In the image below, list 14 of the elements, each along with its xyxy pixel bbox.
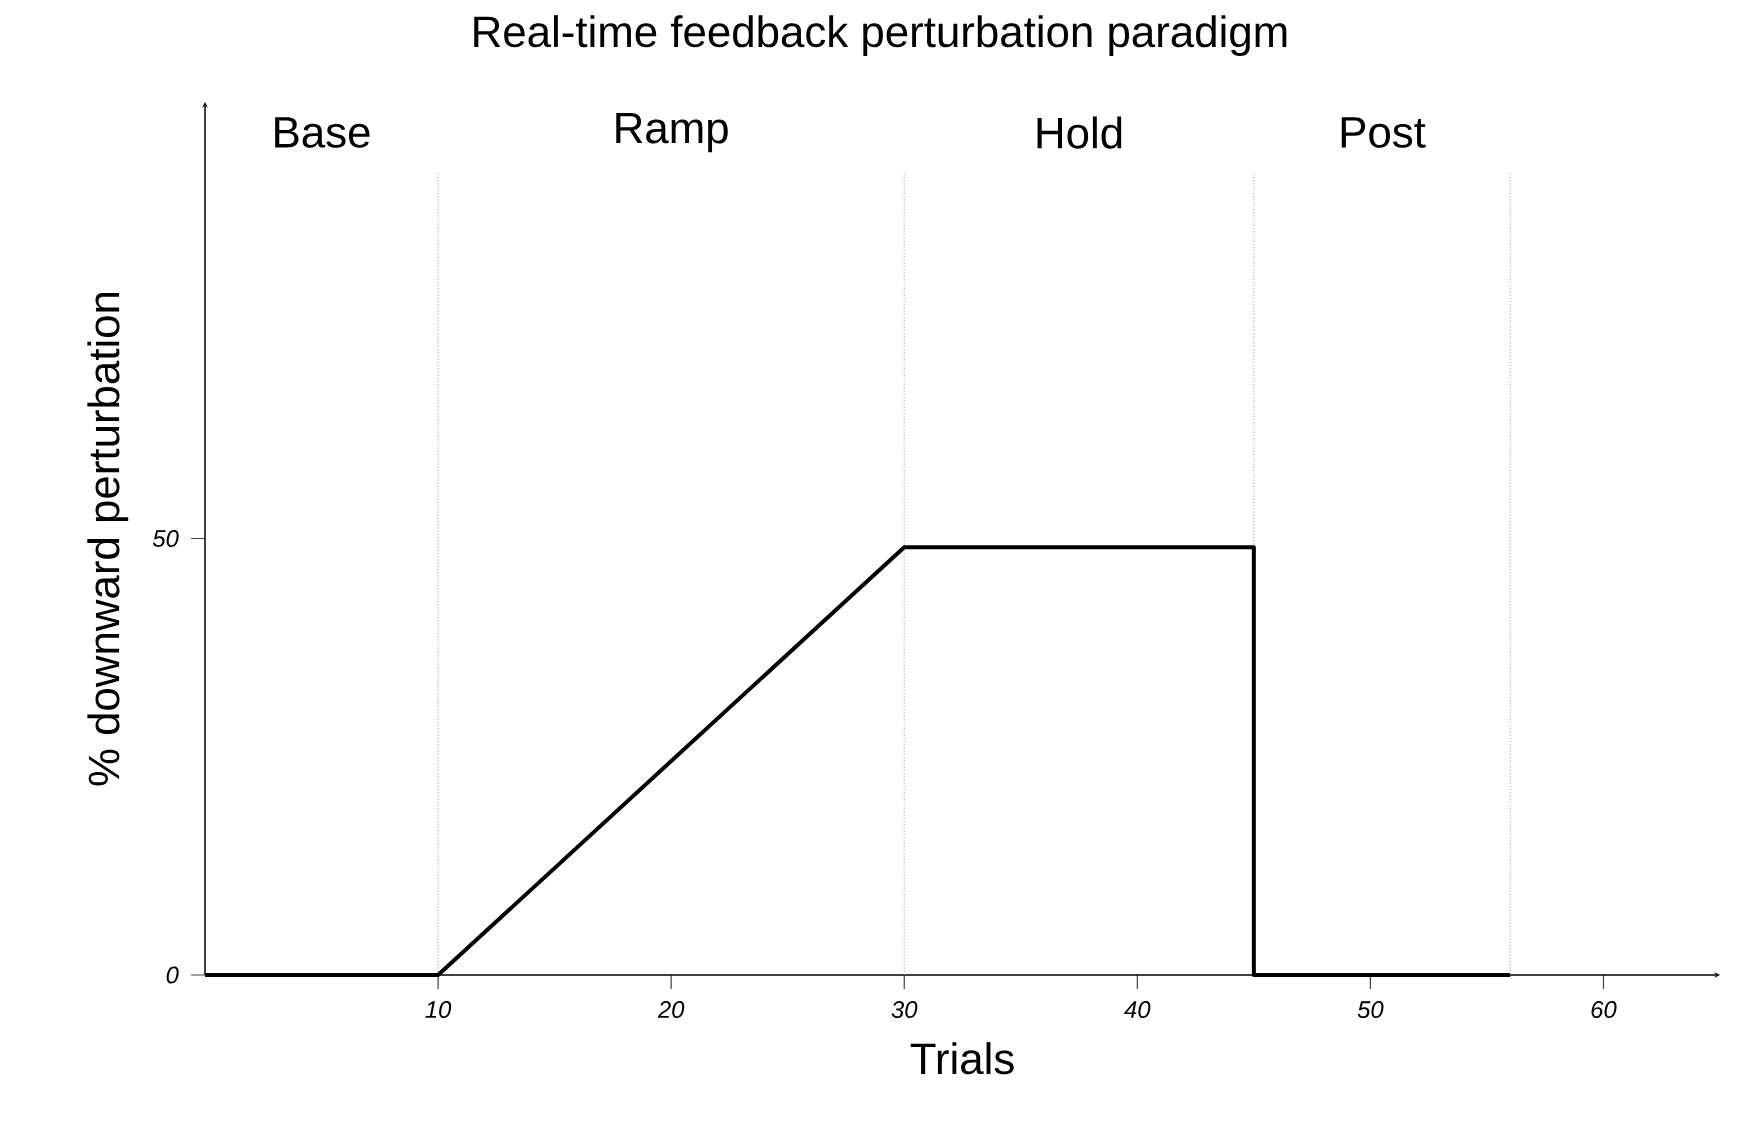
y-tick-label: 0 [166,966,179,984]
y-axis-title: % downward perturbation [87,292,129,786]
annotation: Post [1341,117,1426,148]
annotation: Hold [1037,116,1122,149]
x-tick-label: 40 [1124,1001,1151,1019]
x-tick-label: 20 [657,1001,685,1019]
x-tick-label: 50 [1357,1001,1384,1019]
x-axis-title: Trials [910,1042,1014,1075]
annotation: Base [275,117,370,148]
chart-title: Real-time feedback perturbation paradigm [474,15,1287,56]
annotation: Ramp [616,112,728,153]
x-tick-label: 10 [425,1001,452,1019]
x-tick-label: 30 [891,1001,918,1019]
x-tick-label: 60 [1591,1001,1617,1019]
